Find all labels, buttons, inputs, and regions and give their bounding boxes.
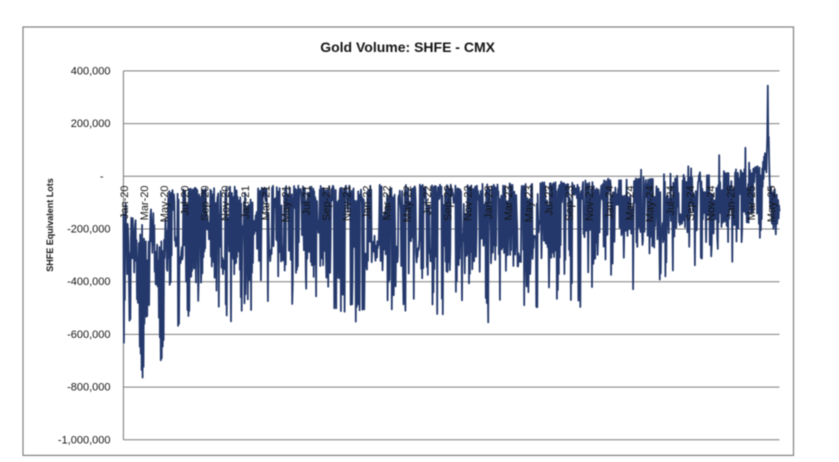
svg-text:Jan-20: Jan-20 [119,186,131,220]
svg-text:Nov-22: Nov-22 [463,186,475,221]
svg-text:May-21: May-21 [281,186,293,223]
svg-text:May-20: May-20 [159,186,171,223]
svg-text:Nov-24: Nov-24 [705,186,717,221]
svg-text:Jul-22: Jul-22 [422,186,434,216]
svg-text:Mar-25: Mar-25 [746,186,758,221]
svg-text:Jan-21: Jan-21 [240,186,252,220]
svg-text:Jan-25: Jan-25 [726,186,738,220]
svg-text:Mar-20: Mar-20 [139,186,151,221]
svg-text:Nov-23: Nov-23 [584,186,596,221]
svg-text:SHFE Equivalent Lots: SHFE Equivalent Lots [45,178,55,272]
svg-text:Nov-20: Nov-20 [220,186,232,221]
svg-text:Jul-20: Jul-20 [180,186,192,216]
svg-text:May-23: May-23 [523,186,535,223]
svg-text:Jan-24: Jan-24 [604,186,616,220]
svg-text:400,000: 400,000 [71,65,111,77]
svg-text:May-25: May-25 [766,186,778,223]
svg-text:Gold Volume: SHFE - CMX: Gold Volume: SHFE - CMX [320,39,495,55]
svg-text:Jan-23: Jan-23 [483,186,495,220]
svg-text:May-24: May-24 [645,186,657,223]
svg-text:Mar-24: Mar-24 [624,186,636,221]
svg-text:Nov-21: Nov-21 [341,186,353,221]
svg-text:May-22: May-22 [402,186,414,223]
svg-text:Jan-22: Jan-22 [362,186,374,220]
svg-text:Jul-23: Jul-23 [544,186,556,216]
svg-text:Sep-21: Sep-21 [321,186,333,221]
svg-text:Mar-22: Mar-22 [382,186,394,221]
svg-text:Sep-23: Sep-23 [564,186,576,221]
svg-text:-600,000: -600,000 [67,329,110,341]
svg-text:-800,000: -800,000 [67,382,110,394]
svg-text:Sep-20: Sep-20 [200,186,212,221]
svg-text:Jul-21: Jul-21 [301,186,313,216]
svg-text:200,000: 200,000 [71,118,111,130]
svg-text:Jul-24: Jul-24 [665,186,677,216]
svg-text:-400,000: -400,000 [67,276,110,288]
svg-text:Sep-22: Sep-22 [442,186,454,221]
svg-text:-200,000: -200,000 [67,224,110,236]
svg-text:Mar-23: Mar-23 [503,186,515,221]
svg-text:-: - [100,171,104,183]
svg-text:Sep-24: Sep-24 [685,186,697,221]
svg-text:Mar-21: Mar-21 [260,186,272,221]
svg-text:-1,000,000: -1,000,000 [58,434,111,446]
